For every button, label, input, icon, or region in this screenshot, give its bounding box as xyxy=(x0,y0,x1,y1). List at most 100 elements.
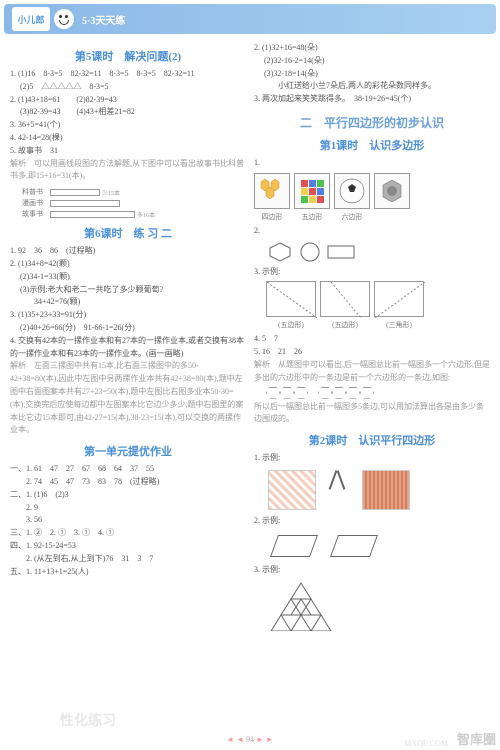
mini-hex-icon xyxy=(332,387,346,399)
grid-box xyxy=(266,281,316,317)
text-line: 五、1. 11+13+1=25(人) xyxy=(10,566,246,579)
cube-hexagons xyxy=(254,173,290,209)
parallelogram-shape xyxy=(270,535,318,557)
text-line: 3. 示例: xyxy=(254,266,490,279)
footer-arrow-left-icon: ◄ ◄ xyxy=(226,735,244,744)
scissor-lift-icon xyxy=(324,470,354,510)
mini-hex-icon xyxy=(294,387,308,399)
text-line: 2. (1)43+18=61 (2)82-39=43 xyxy=(10,94,246,107)
lesson-1-title: 第1课时 认识多边形 xyxy=(254,137,490,153)
text-line: 3. 两次加起来笑笑跳得多。 38-19+26=45(个) xyxy=(254,93,490,106)
rubik-icon xyxy=(297,176,327,206)
text-line: 2. xyxy=(254,225,490,238)
right-column: 2. (1)32+16=48(朵) (2)32-16-2=14(朵) (3)32… xyxy=(254,42,490,635)
text-line: 2. (1)34+8=42(颗) xyxy=(10,258,246,271)
unit-2-bigtitle: 二 平行四边形的初步认识 xyxy=(254,114,490,131)
text-line: 二、1. (1)6 (2)3 xyxy=(10,489,246,502)
page-number: 94 xyxy=(246,735,254,744)
cube-rubik xyxy=(294,173,330,209)
watermark-mid: 性化练习 xyxy=(60,710,116,730)
text-line: (3)82-39=43 (4)43+相差21=82 xyxy=(10,106,246,119)
shape-cubes-row xyxy=(254,173,490,209)
text-line: (2)34-1=33(颗) xyxy=(10,271,246,284)
text-line: (3)32-18=14(朵) xyxy=(254,68,490,81)
text-line: 3. 示例: xyxy=(254,564,490,577)
text-line: 1. xyxy=(254,157,490,170)
parallel-images-row xyxy=(254,468,490,512)
text-line: 5. 故事书 31 xyxy=(10,145,246,158)
brick-pattern-image xyxy=(362,470,410,510)
fence-image xyxy=(268,470,316,510)
explanation-text: 解析 从题图中可以看出,后一幅图总比前一幅图多一个六边形,但是多出的六边形中的一… xyxy=(254,359,490,385)
unit-1-title: 第一单元提优作业 xyxy=(10,443,246,459)
text-line: (2)40+26=66(分) 91-66-1=26(分) xyxy=(10,322,246,335)
shape-label: 四边形 xyxy=(254,212,290,222)
text-line: 2. (从左到右,从上到下)76 31 3 7 xyxy=(10,553,246,566)
bar-note: 少15本 xyxy=(102,188,120,197)
text-line: 4. 交换有42本的一摞作业本和有27本的一摞作业本,或者交换有38本的一摞作业… xyxy=(10,335,246,361)
bar-note: 多16本 xyxy=(137,210,155,219)
explanation-text: 解析 左面三摞图中共有15本,比右面三摞图中的多50-42+38=80(本),因… xyxy=(10,360,246,437)
hexagon-outline-icon xyxy=(266,241,294,263)
watermark-url: MXQE.COM xyxy=(404,739,448,748)
shape-label: 六边形 xyxy=(334,212,370,222)
text-line: 34+42=76(颗) xyxy=(10,296,246,309)
pair-label: (五边形) xyxy=(320,320,370,330)
bar-chart: 科普书少15本 漫画书 故事书多16本 xyxy=(22,187,246,219)
text-line: 1. (1)16 8-3=5 82-32=11 8-3=5 8-3=5 82-3… xyxy=(10,68,246,81)
cube-ball xyxy=(334,173,370,209)
text-line: 1. 示例: xyxy=(254,452,490,465)
text-line: 2. (1)32+16=48(朵) xyxy=(254,42,490,55)
logo-badge: 小儿郎 xyxy=(12,7,50,31)
grid-box xyxy=(320,281,370,317)
mini-hex-icon xyxy=(280,387,294,399)
text-line: 3. 36+5=41(个) xyxy=(10,119,246,132)
text-line: 3. (1)35+23+33=91(分) xyxy=(10,309,246,322)
text-line: (3)示例:老大和老二一共吃了多少颗葡萄? xyxy=(10,284,246,297)
triangle-stack xyxy=(254,581,324,631)
cube-nut xyxy=(374,173,410,209)
pair-label: (五边形) xyxy=(266,320,316,330)
text-line: 2. 示例: xyxy=(254,515,490,528)
content-columns: 第5课时 解决问题(2) 1. (1)16 8-3=5 82-32=11 8-3… xyxy=(0,38,500,639)
outline-shapes-row xyxy=(254,241,490,263)
text-line: 小红送给小兰7朵后,两人的彩花朵数同样多。 xyxy=(254,80,490,93)
mini-hex-icon xyxy=(360,387,374,399)
text-line: 1. 92 36 86 (过程略) xyxy=(10,245,246,258)
hex-chain-row xyxy=(254,387,490,399)
bar xyxy=(50,189,100,196)
face-icon xyxy=(54,9,74,29)
text-line: 四、1. 92-15-24=53 xyxy=(10,540,246,553)
mini-hex-icon xyxy=(266,387,280,399)
page-header: 小儿郎 5·3天天练 xyxy=(4,4,496,34)
text-line: 4. 5 7 xyxy=(254,333,490,346)
grid-box xyxy=(374,281,424,317)
bar-label: 科普书 xyxy=(22,187,50,197)
circle-outline-icon xyxy=(298,241,322,263)
bar-label: 故事书 xyxy=(22,209,50,219)
watermark-brand: 智库圈 xyxy=(457,729,496,748)
mini-hex-icon xyxy=(346,387,360,399)
section-5-title: 第5课时 解决问题(2) xyxy=(10,48,246,64)
explanation-text: 解析 可以用画线段图的方法解题,从下图中可以看出故事书比科普书多,即15+16=… xyxy=(10,158,246,184)
text-line: 5. 16 21 26 xyxy=(254,346,490,359)
shape-labels-row: 四边形 五边形 六边形 xyxy=(254,212,490,222)
header-subtitle: 5·3天天练 xyxy=(82,12,125,27)
text-line: 4. 42-14=28(棵) xyxy=(10,132,246,145)
grid-boxes-row xyxy=(254,281,490,317)
text-line: 三、1. ② 2. ① 3. ① 4. ① xyxy=(10,527,246,540)
section-6-title: 第6课时 练 习 二 xyxy=(10,225,246,241)
mini-hex-icon xyxy=(318,387,332,399)
shape-label: 五边形 xyxy=(294,212,330,222)
text-line: (2)5 △△△△△ 8-3=5 xyxy=(10,81,246,94)
pair-label: (三角形) xyxy=(374,320,424,330)
lesson-2-title: 第2课时 认识平行四边形 xyxy=(254,432,490,448)
parallelogram-row xyxy=(254,531,490,561)
bar xyxy=(50,200,120,207)
nut-icon xyxy=(377,176,407,206)
text-line: 2. 9 xyxy=(10,502,246,515)
pair-labels-row: (五边形) (五边形) (三角形) xyxy=(254,320,490,330)
text-line: (2)32-16-2=14(朵) xyxy=(254,55,490,68)
text-line: 3. 56 xyxy=(10,514,246,527)
rect-outline-icon xyxy=(326,244,356,260)
